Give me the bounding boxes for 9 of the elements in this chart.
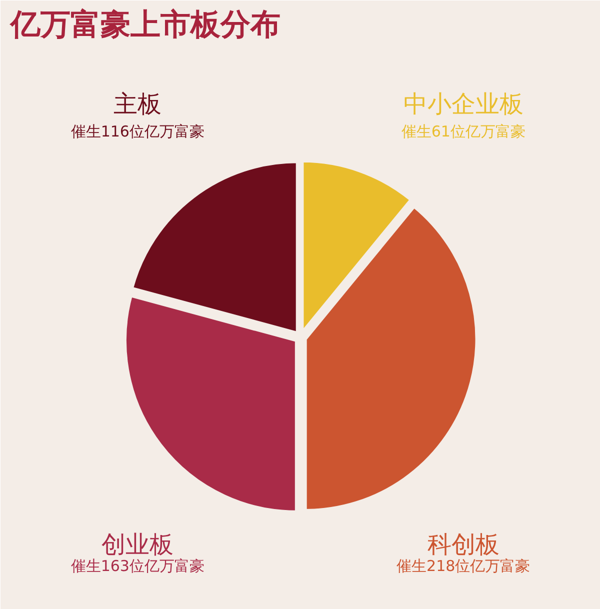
slice-label: 主板 <box>114 90 162 118</box>
data-label: 催生218位亿万富豪 <box>396 556 530 575</box>
data-label: 催生61位亿万富豪 <box>401 122 526 141</box>
slice-label: 科创板 <box>427 530 500 558</box>
chart-title: 亿万富豪上市板分布 <box>8 8 280 42</box>
data-label: 催生116位亿万富豪 <box>70 122 204 141</box>
data-label: 催生163位亿万富豪 <box>70 556 204 575</box>
slice-label: 中小企业板 <box>403 90 524 118</box>
slice-label: 创业板 <box>102 530 174 558</box>
